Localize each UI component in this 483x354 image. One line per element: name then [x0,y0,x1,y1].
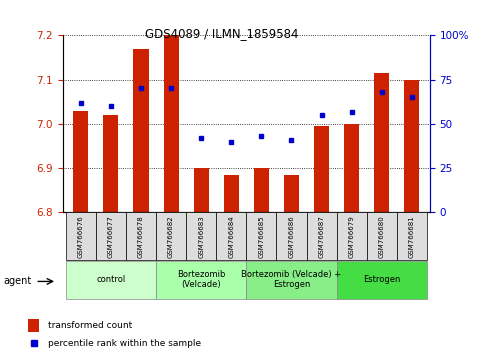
Bar [337,212,367,260]
Bar [103,115,118,212]
Bar [126,212,156,260]
Bar [307,212,337,260]
Text: GSM766686: GSM766686 [288,215,295,258]
Bar [344,124,359,212]
Text: GSM766678: GSM766678 [138,215,144,258]
Bar [337,261,427,299]
Text: percentile rank within the sample: percentile rank within the sample [48,339,201,348]
Bar [156,261,246,299]
Bar [276,212,307,260]
Text: agent: agent [4,276,32,286]
Bar [216,212,246,260]
Bar [246,212,276,260]
Text: Bortezomib
(Velcade): Bortezomib (Velcade) [177,270,226,289]
Text: GSM766680: GSM766680 [379,215,385,258]
Bar [367,212,397,260]
Bar [194,168,209,212]
Text: GSM766684: GSM766684 [228,215,234,258]
Bar [28,319,40,332]
Bar [186,212,216,260]
Bar [66,261,156,299]
Text: GDS4089 / ILMN_1859584: GDS4089 / ILMN_1859584 [145,27,299,40]
Bar [246,261,337,299]
Bar [284,175,299,212]
Bar [404,80,419,212]
Bar [254,168,269,212]
Bar [224,175,239,212]
Bar [73,111,88,212]
Text: Estrogen: Estrogen [363,275,400,284]
Text: control: control [96,275,126,284]
Text: GSM766677: GSM766677 [108,215,114,258]
Text: GSM766683: GSM766683 [198,215,204,258]
Bar [314,126,329,212]
Text: GSM766682: GSM766682 [168,215,174,258]
Text: transformed count: transformed count [48,321,132,330]
Text: GSM766676: GSM766676 [78,215,84,258]
Bar [156,212,186,260]
Bar [164,35,179,212]
Text: Bortezomib (Velcade) +
Estrogen: Bortezomib (Velcade) + Estrogen [242,270,341,289]
Bar [133,49,149,212]
Text: GSM766679: GSM766679 [349,215,355,258]
Text: GSM766687: GSM766687 [319,215,325,258]
Bar [374,73,389,212]
Bar [96,212,126,260]
Bar [66,212,96,260]
Text: GSM766685: GSM766685 [258,215,264,258]
Bar [397,212,427,260]
Text: GSM766681: GSM766681 [409,215,415,258]
